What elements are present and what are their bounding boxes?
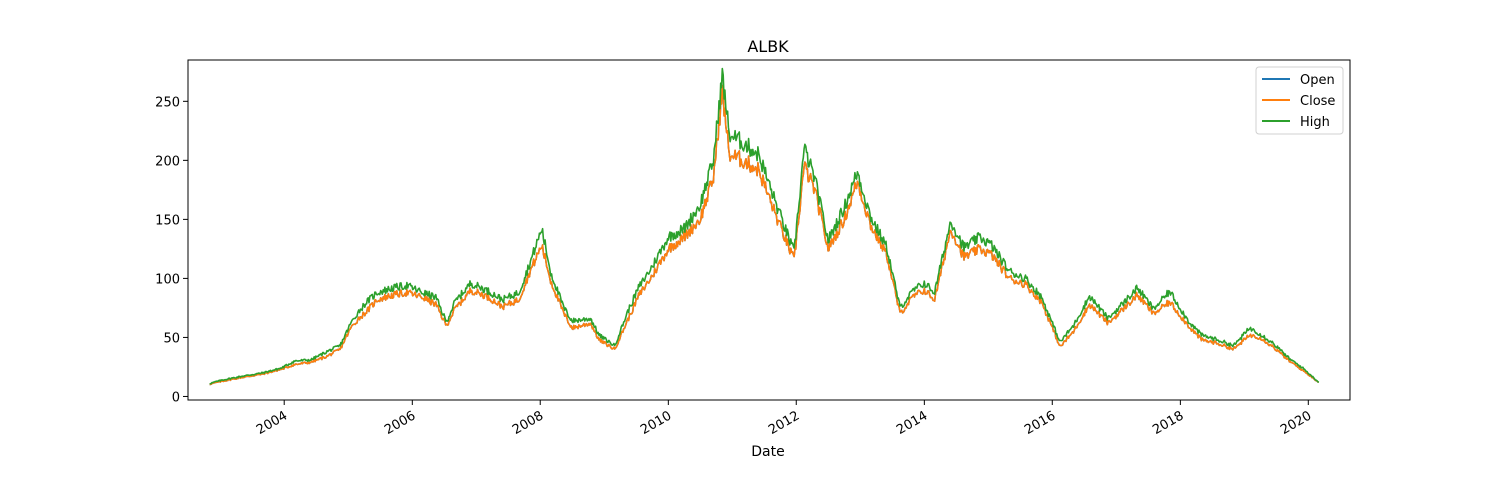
x-tick-label: 2018 xyxy=(1150,408,1186,438)
legend-box xyxy=(1255,66,1344,135)
y-axis: 0 50 100 150 200 250 xyxy=(155,95,188,405)
legend: Open Close High xyxy=(1255,66,1344,135)
chart-title: ALBK xyxy=(747,37,789,56)
x-tick-label: 2020 xyxy=(1278,408,1314,438)
series-line-open xyxy=(209,84,1320,386)
legend-label-high: High xyxy=(1300,115,1330,130)
y-tick-label: 100 xyxy=(155,272,180,287)
plot-lines xyxy=(209,67,1320,386)
y-tick-label: 50 xyxy=(163,331,180,346)
y-tick-label: 250 xyxy=(155,95,180,110)
series-line-high xyxy=(209,67,1320,385)
legend-label-close: Close xyxy=(1300,94,1335,109)
x-tick-label: 2012 xyxy=(766,408,802,438)
x-tick-label: 2014 xyxy=(894,408,930,438)
y-tick-label: 0 xyxy=(172,390,180,405)
x-axis-label: Date xyxy=(751,444,784,460)
x-tick-label: 2010 xyxy=(638,408,674,438)
x-tick-label: 2016 xyxy=(1022,408,1058,438)
plot-frame xyxy=(187,59,1351,401)
series-line-close xyxy=(209,84,1320,386)
legend-label-open: Open xyxy=(1300,73,1335,88)
x-tick-label: 2006 xyxy=(382,408,418,438)
x-tick-label: 2008 xyxy=(510,408,546,438)
x-tick-label: 2004 xyxy=(254,408,290,438)
x-axis: 2004 2006 2008 2010 2012 2014 2016 2018 2020 xyxy=(254,400,1314,438)
y-tick-label: 200 xyxy=(155,154,180,169)
y-tick-label: 150 xyxy=(155,213,180,228)
